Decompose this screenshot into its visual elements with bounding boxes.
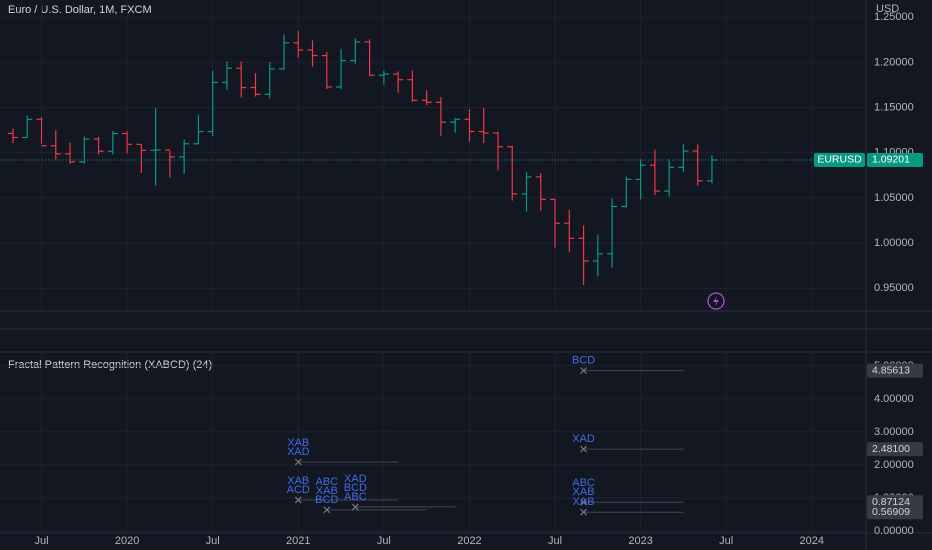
x-tick-label: 2024 (800, 535, 824, 547)
y-tick-label: 1.25000 (874, 11, 914, 23)
x-tick-label: Jul (719, 535, 733, 547)
x-tick-label: Jul (34, 535, 48, 547)
y-tick-label: 1.20000 (874, 56, 914, 68)
pattern-label: ABC (572, 477, 595, 489)
chart-title: Euro / U.S. Dollar, 1M, FXCM (8, 4, 152, 16)
pattern-marker (294, 458, 302, 466)
y-tick-label: 2.00000 (874, 459, 914, 471)
indicator-title: Fractal Pattern Recognition (XABCD) (24) (8, 359, 212, 371)
pattern-label: XAB (316, 485, 338, 497)
x-tick-label: 2020 (115, 535, 139, 547)
value-label: 0.87124 (872, 496, 910, 508)
y-tick-label: 1.05000 (874, 192, 914, 204)
pattern-label: ABC (315, 476, 338, 488)
x-tick-label: 2021 (286, 535, 310, 547)
x-tick-label: Jul (548, 535, 562, 547)
symbol-badge (814, 152, 865, 167)
value-label: 2.48100 (872, 443, 910, 455)
value-badge (867, 363, 923, 378)
price-label: 1.09201 (872, 154, 910, 166)
pattern-label: XAB (573, 486, 595, 498)
pattern-marker (580, 445, 587, 453)
y-tick-label: 1.15000 (874, 101, 914, 113)
y-tick-label: 3.00000 (874, 426, 914, 438)
axis-unit: USD (876, 3, 899, 15)
pattern-label: ABC (344, 491, 367, 503)
pattern-label: BCD (572, 355, 595, 367)
value-label: 4.85613 (872, 364, 910, 376)
pattern-label: XAB (287, 437, 309, 449)
y-tick-label: 0.95000 (874, 282, 914, 294)
x-tick-label: 2022 (457, 535, 481, 547)
symbol-label: EURUSD (817, 154, 862, 166)
pattern-marker (580, 367, 587, 375)
pattern-marker (351, 503, 359, 511)
x-tick-label: Jul (206, 535, 220, 547)
pattern-label: BCD (344, 482, 367, 494)
y-tick-label: 4.00000 (874, 393, 914, 405)
pattern-label: XAD (344, 473, 367, 485)
x-tick-label: Jul (377, 535, 391, 547)
alert-bolt (713, 296, 719, 306)
pattern-label: BCD (315, 494, 338, 506)
value-label: 0.56909 (872, 506, 910, 518)
value-badge (867, 505, 923, 520)
price-badge (867, 152, 923, 167)
pattern-label: XAD (287, 446, 310, 458)
pattern-label: XAB (287, 475, 309, 487)
alert-icon[interactable] (707, 292, 725, 310)
pattern-marker (294, 496, 302, 504)
pattern-label: ACD (287, 484, 310, 496)
y-tick-label: 1.00000 (874, 237, 914, 249)
y-tick-label: 0.00000 (874, 525, 914, 537)
value-badge (867, 442, 923, 457)
pattern-label: XAD (572, 433, 595, 445)
pattern-label: XAB (573, 496, 595, 508)
pattern-marker (580, 498, 587, 506)
pattern-marker (580, 508, 587, 516)
pattern-marker (323, 506, 331, 514)
x-tick-label: 2023 (628, 535, 652, 547)
